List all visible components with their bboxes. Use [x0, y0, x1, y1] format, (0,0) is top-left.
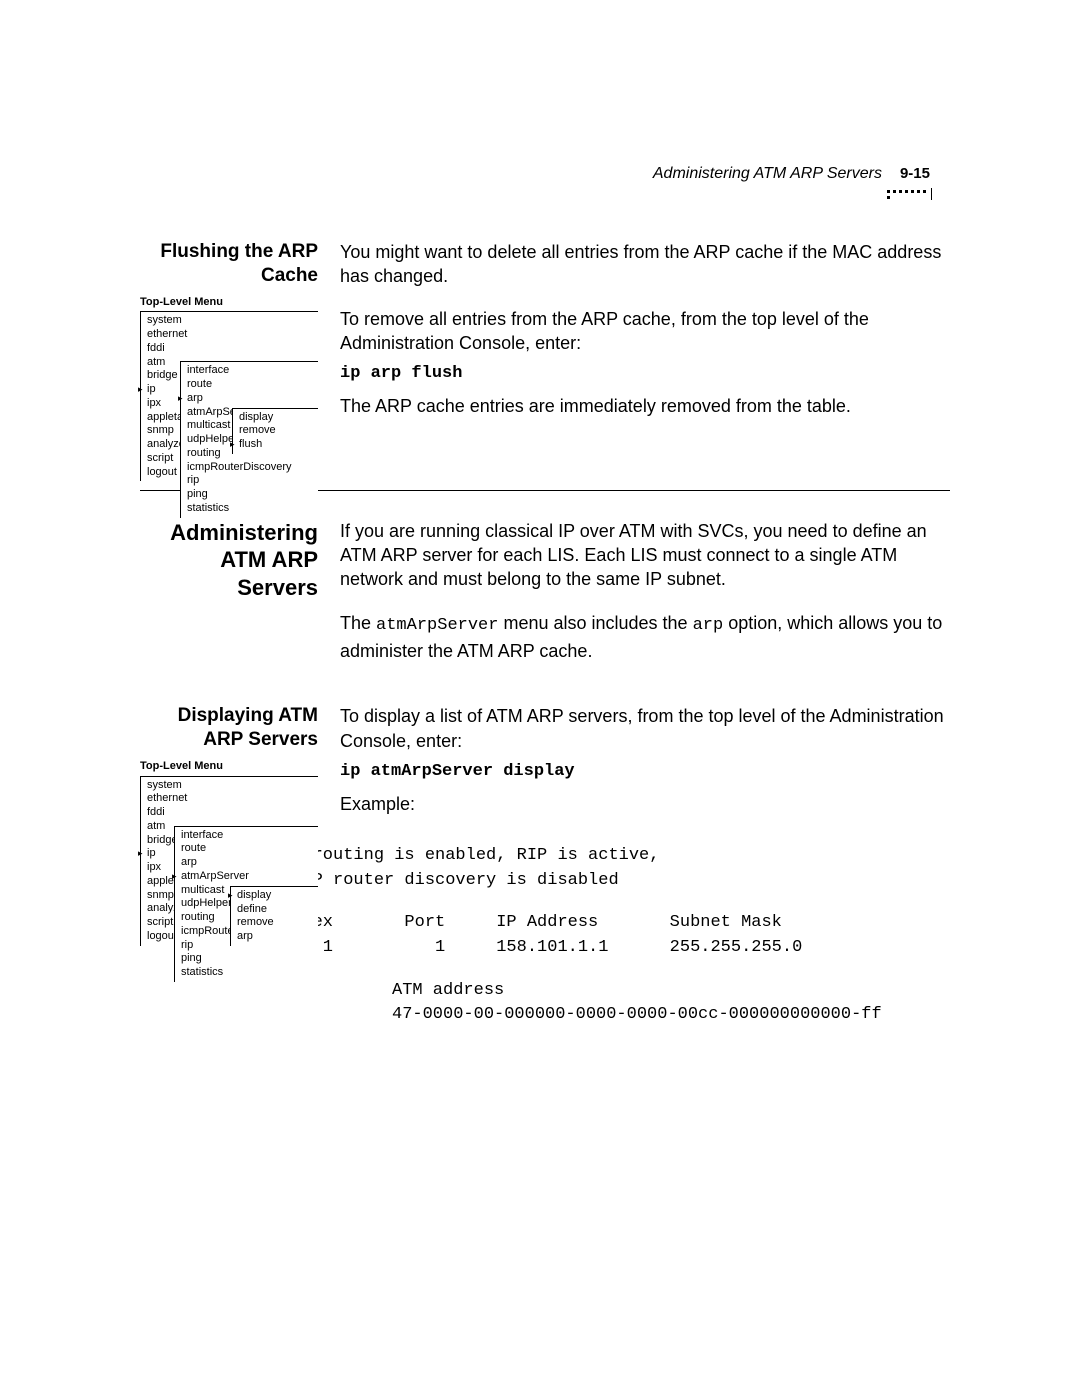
menu2-lvl1-item-ethernet: ethernet — [147, 792, 318, 806]
output-table-row: 1 1 158.101.1.1 255.255.255.0 — [282, 936, 950, 961]
section2-code2: arp — [693, 616, 724, 635]
menu-diagram-1: Top-Level Menu systemethernetfddiatmbrid… — [140, 296, 318, 454]
menu2-lvl3-item-arp: arp — [237, 930, 318, 944]
menu2-lvl2-item-interface: interface — [181, 829, 318, 843]
menu1-lvl1-item-ethernet: ethernet — [147, 328, 318, 342]
output-atm-value: 47-0000-00-000000-0000-0000-00cc-0000000… — [392, 1003, 950, 1028]
section-displaying-atm-arp: Displaying ATM ARP Servers Top-Level Men… — [140, 704, 950, 1028]
menu2-lvl1-item-system: system — [147, 779, 318, 793]
menu2-lvl2-item-ping: ping — [181, 952, 318, 966]
menu2-lvl2-item-atmarpserver: atmArpServer — [181, 870, 318, 884]
menu1-title: Top-Level Menu — [140, 296, 318, 310]
header-title: Administering ATM ARP Servers — [653, 165, 882, 183]
section1-p2: To remove all entries from the ARP cache… — [340, 307, 950, 356]
section3-p1: To display a list of ATM ARP servers, fr… — [340, 704, 950, 753]
section2-p1: If you are running classical IP over ATM… — [340, 519, 950, 592]
header-dots-decoration — [885, 188, 932, 200]
menu-diagram-2: Top-Level Menu systemethernetfddiatmbrid… — [140, 760, 318, 946]
menu1-lvl3-item-remove: remove — [239, 424, 318, 438]
section2-p2-mid: menu also includes the — [498, 613, 692, 633]
menu2-lvl1-item-fddi: fddi — [147, 806, 318, 820]
section2-p2: The atmArpServer menu also includes the … — [340, 610, 950, 665]
page-header: Administering ATM ARP Servers 9-15 — [653, 165, 930, 183]
section1-p3: The ARP cache entries are immediately re… — [340, 394, 950, 418]
menu2-lvl2-item-statistics: statistics — [181, 966, 318, 980]
menu2-title: Top-Level Menu — [140, 760, 318, 774]
output-table-header: Index Port IP Address Subnet Mask — [282, 911, 950, 936]
menu2-lvl2-item-arp: arp — [181, 856, 318, 870]
menu1-lvl2-item-route: route — [187, 378, 318, 392]
menu2-lvl3-item-display: display — [237, 889, 318, 903]
menu2-lvl3-item-define: define — [237, 903, 318, 917]
section2-code1: atmArpServer — [376, 616, 498, 635]
section1-heading: Flushing the ARP Cache — [140, 240, 318, 288]
menu1-lvl2-item-icmprouterdiscovery: icmpRouterDiscovery — [187, 461, 318, 475]
section1-command: ip arp flush — [340, 363, 950, 386]
menu1-lvl2-item-arp: arp — [187, 392, 318, 406]
example-output: IP routing is enabled, RIP is active, IC… — [282, 844, 950, 1028]
menu1-lvl2-item-ping: ping — [187, 488, 318, 502]
menu1-lvl1-item-fddi: fddi — [147, 342, 318, 356]
section-flushing-arp-cache: Flushing the ARP Cache Top-Level Menu sy… — [140, 240, 950, 454]
output-line2: ICMP router discovery is disabled — [282, 869, 950, 894]
menu2-lvl2-item-route: route — [181, 842, 318, 856]
section3-command: ip atmArpServer display — [340, 761, 950, 784]
menu1-lvl2-item-statistics: statistics — [187, 502, 318, 516]
menu1-lvl1-item-system: system — [147, 314, 318, 328]
section2-heading: Administering ATM ARP Servers — [140, 519, 318, 602]
page-number: 9-15 — [900, 165, 930, 182]
output-atm-label: ATM address — [392, 979, 950, 1004]
section1-p1: You might want to delete all entries fro… — [340, 240, 950, 289]
section3-example-label: Example: — [340, 792, 950, 816]
section-administering-atm-arp: Administering ATM ARP Servers If you are… — [140, 519, 950, 665]
menu1-lvl2-item-rip: rip — [187, 474, 318, 488]
menu1-lvl3-item-display: display — [239, 411, 318, 425]
menu1-lvl3-item-flush: flush — [239, 438, 318, 452]
output-line1: IP routing is enabled, RIP is active, — [282, 844, 950, 869]
menu1-lvl2-item-interface: interface — [187, 364, 318, 378]
section2-p2-pre: The — [340, 613, 376, 633]
menu2-lvl3-item-remove: remove — [237, 916, 318, 930]
section3-heading: Displaying ATM ARP Servers — [140, 704, 318, 752]
